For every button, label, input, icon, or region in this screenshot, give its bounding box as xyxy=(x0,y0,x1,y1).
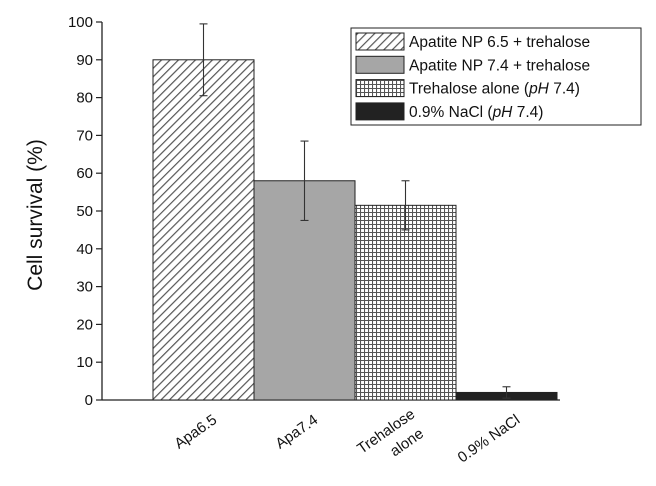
legend-swatch-3 xyxy=(355,102,405,121)
x-category-label-2: Trehalosealone xyxy=(354,406,430,475)
legend: Apatite NP 6.5 + trehalose Apatite NP 7.4… xyxy=(350,27,642,126)
error-bar-3 xyxy=(502,386,511,399)
error-bar-2 xyxy=(401,180,410,231)
legend-swatch-0 xyxy=(355,32,405,51)
y-tick-label: 70 xyxy=(76,127,93,144)
x-category-label-0: Apa6.5 xyxy=(171,411,220,452)
error-bar-0 xyxy=(199,23,208,97)
y-tick-label: 50 xyxy=(76,203,93,220)
error-bar-1 xyxy=(300,140,309,221)
y-tick-label: 100 xyxy=(68,14,93,31)
y-tick-label: 60 xyxy=(76,165,93,182)
bars xyxy=(152,59,558,401)
x-category-label-1: Apa7.4 xyxy=(272,411,321,452)
bar-0 xyxy=(152,59,255,401)
error-bars xyxy=(199,23,511,399)
y-tick-label: 80 xyxy=(76,90,93,107)
y-tick-label: 10 xyxy=(76,354,93,371)
y-tick-label: 0 xyxy=(85,392,93,409)
legend-label-2: Trehalose alone (pH 7.4) xyxy=(409,81,580,98)
y-tick-label: 90 xyxy=(76,52,93,69)
legend-label-1: Apatite NP 7.4 + trehalose xyxy=(409,57,590,74)
y-tick-label: 30 xyxy=(76,279,93,296)
y-tick-label: 20 xyxy=(76,316,93,333)
y-axis-title: Cell survival (%) xyxy=(24,139,47,291)
x-category-label-3: 0.9% NaCl xyxy=(455,411,523,466)
y-tick-label: 40 xyxy=(76,241,93,258)
bar-2 xyxy=(354,204,457,401)
legend-swatch-1 xyxy=(355,55,405,74)
legend-label-3: 0.9% NaCl (pH 7.4) xyxy=(409,104,543,121)
legend-label-0: Apatite NP 6.5 + trehalose xyxy=(409,34,590,51)
legend-swatch-2 xyxy=(355,79,405,98)
